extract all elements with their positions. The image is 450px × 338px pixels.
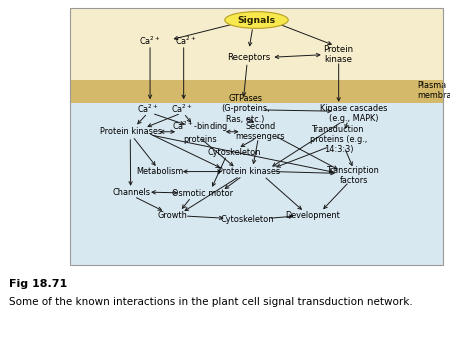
Text: Protein kinases: Protein kinases xyxy=(218,167,280,176)
Bar xyxy=(70,103,443,265)
Text: Ca$^{2+}$: Ca$^{2+}$ xyxy=(137,102,159,115)
Text: Cytoskeleton: Cytoskeleton xyxy=(207,148,261,157)
Bar xyxy=(70,8,443,265)
Text: Receptors: Receptors xyxy=(227,53,270,62)
Text: Kinase cascades
(e.g., MAPK): Kinase cascades (e.g., MAPK) xyxy=(320,104,387,123)
Text: Protein
kinase: Protein kinase xyxy=(324,45,354,64)
Text: Cytoskeleton: Cytoskeleton xyxy=(220,215,274,224)
Text: Transduction
proteins (e.g.,
14:3:3): Transduction proteins (e.g., 14:3:3) xyxy=(310,125,367,154)
Text: Transcription
factors: Transcription factors xyxy=(327,166,380,185)
Text: Plasma
membrane: Plasma membrane xyxy=(417,81,450,100)
Text: Fig 18.71: Fig 18.71 xyxy=(9,279,67,289)
Ellipse shape xyxy=(225,12,288,28)
Text: Metabolism: Metabolism xyxy=(136,167,183,176)
Text: Osmotic motor: Osmotic motor xyxy=(172,189,233,198)
Text: Growth: Growth xyxy=(158,211,187,220)
Text: Protein kinases: Protein kinases xyxy=(100,127,162,136)
Text: GTPases
(G-proteins,
Ras, etc.): GTPases (G-proteins, Ras, etc.) xyxy=(221,94,270,123)
Text: Signals: Signals xyxy=(238,16,275,25)
Text: Ca$^{2+}$: Ca$^{2+}$ xyxy=(175,34,196,47)
Bar xyxy=(70,80,443,103)
Text: Some of the known interactions in the plant cell signal transduction network.: Some of the known interactions in the pl… xyxy=(9,297,413,308)
Text: Ca$^{2+}$-binding
proteins: Ca$^{2+}$-binding proteins xyxy=(172,119,229,144)
Text: Development: Development xyxy=(285,211,340,220)
Text: Channels: Channels xyxy=(112,188,150,197)
Text: Second
messengers: Second messengers xyxy=(235,122,285,141)
Bar xyxy=(70,8,443,80)
Text: Ca$^{2+}$: Ca$^{2+}$ xyxy=(139,34,161,47)
Text: Ca$^{2+}$: Ca$^{2+}$ xyxy=(171,102,193,115)
